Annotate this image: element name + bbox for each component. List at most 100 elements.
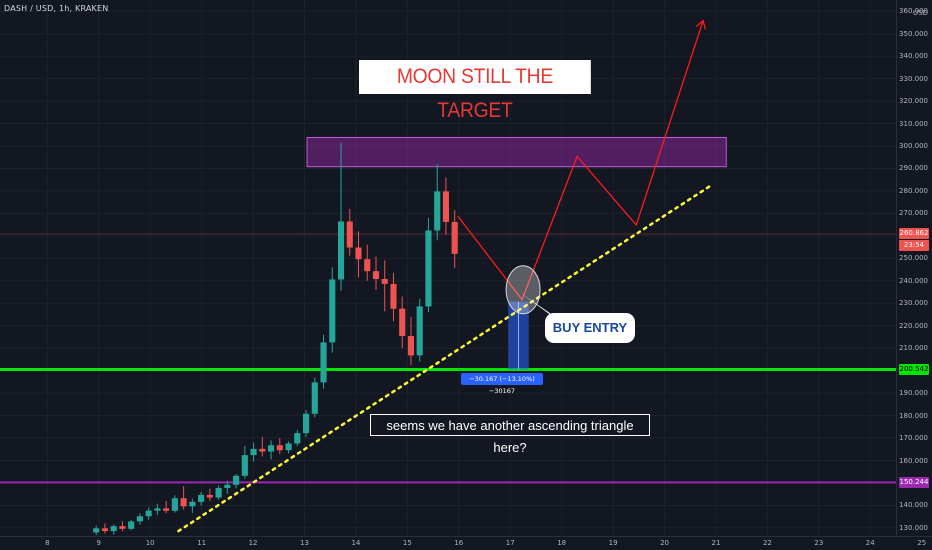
price-tick-label: 250.000: [899, 254, 928, 263]
price-tick-label: 190.000: [899, 389, 928, 398]
price-tick-label: 130.000: [899, 523, 928, 532]
candle-up: [311, 382, 318, 414]
candle-down: [381, 279, 388, 284]
candle-up: [233, 475, 240, 485]
candle-down: [180, 498, 187, 507]
time-tick-label: 22: [762, 539, 772, 547]
candle-up: [215, 487, 222, 498]
price-tick-label: 340.000: [899, 52, 928, 61]
entry-ellipse: [505, 265, 541, 315]
current-price-label: 260.862: [899, 228, 929, 240]
projection-polyline: [457, 20, 704, 301]
support-level-label: 200.542: [899, 363, 929, 375]
candle-up: [416, 306, 423, 356]
candle-up: [145, 510, 152, 517]
candle-up: [154, 508, 161, 511]
symbol-title[interactable]: DASH / USD, 1h, KRAKEN: [4, 4, 109, 13]
candle-down: [206, 494, 213, 498]
candle-down: [346, 221, 353, 248]
time-tick-label: 18: [557, 539, 567, 547]
price-tick-label: 230.000: [899, 299, 928, 308]
price-axis-unit: USD: [913, 9, 928, 17]
candle-down: [259, 448, 266, 452]
price-tick-label: 140.000: [899, 501, 928, 510]
buy-entry-pointer: [520, 292, 560, 320]
target-annotation[interactable]: MOON STILL THE TARGET: [359, 60, 591, 122]
price-tick-label: 320.000: [899, 97, 928, 106]
measure-label: −30.167 (−13.10%) −30167: [461, 373, 543, 395]
candle-up: [128, 521, 135, 529]
price-tick-label: 330.000: [899, 74, 928, 83]
candle-up: [329, 279, 336, 343]
time-tick-label: 19: [608, 539, 618, 547]
candle-up: [189, 501, 196, 507]
time-tick-label: 9: [96, 539, 101, 547]
candle-up: [136, 516, 143, 522]
ascending-trendline: [177, 184, 713, 533]
price-tick-label: 280.000: [899, 186, 928, 195]
candle-up: [294, 433, 301, 444]
projection-arrowhead: [695, 19, 706, 30]
time-tick-label: 14: [351, 539, 361, 547]
bar-countdown-label: 23:54: [899, 240, 929, 252]
time-tick-label: 11: [197, 539, 207, 547]
candle-down: [364, 259, 371, 272]
time-tick-label: 12: [248, 539, 258, 547]
time-axis[interactable]: 8 9 10 11 12 13 14 15 16 17 18 19 20 21 22 23 24 25: [0, 536, 932, 550]
price-tick-label: 160.000: [899, 456, 928, 465]
time-tick-label: 10: [145, 539, 155, 547]
lower-level-label: 150.244: [899, 476, 929, 488]
time-tick-label: 16: [454, 539, 464, 547]
candle-up: [285, 443, 292, 451]
chart-grid: [0, 0, 896, 536]
candle-up: [268, 445, 275, 452]
candle-up: [110, 526, 117, 532]
price-tick-label: 350.000: [899, 29, 928, 38]
buy-entry-marker: [505, 265, 560, 320]
candle-down: [276, 445, 283, 451]
candle-down: [355, 247, 362, 260]
candle-down: [399, 308, 406, 337]
time-tick-label: 24: [865, 539, 875, 547]
price-tick-label: 290.000: [899, 164, 928, 173]
price-tick-label: 170.000: [899, 434, 928, 443]
price-tick-label: 300.000: [899, 142, 928, 151]
candle-down: [119, 526, 126, 529]
time-tick-label: 23: [814, 539, 824, 547]
time-tick-label: 20: [660, 539, 669, 547]
candle-up: [250, 448, 257, 456]
projection-path: [457, 19, 706, 301]
price-tick-label: 240.000: [899, 276, 928, 285]
horizontal-levels: [0, 233, 896, 484]
time-tick-label: 21: [711, 539, 721, 547]
candle-down: [390, 283, 397, 309]
time-tick-label: 13: [300, 539, 309, 547]
candle-up: [241, 455, 248, 476]
time-tick-label: 17: [505, 539, 515, 547]
candle-up: [224, 484, 231, 488]
price-tick-label: 180.000: [899, 411, 928, 420]
candle-up: [302, 413, 310, 434]
candlestick-series: [93, 142, 458, 536]
candle-up: [425, 230, 432, 307]
candle-up: [171, 498, 178, 511]
candle-up: [337, 221, 345, 280]
buy-entry-callout[interactable]: BUY ENTRY: [545, 313, 635, 343]
time-tick-label: 8: [45, 539, 50, 547]
price-tick-label: 270.000: [899, 209, 928, 218]
candle-down: [407, 336, 415, 356]
time-tick-label: 15: [402, 539, 412, 547]
ascending-triangle-note[interactable]: seems we have another ascending triangle…: [370, 414, 650, 455]
candle-down: [163, 508, 170, 511]
candle-down: [372, 271, 380, 280]
candle-up: [434, 191, 441, 231]
time-tick-label: 25: [917, 539, 927, 547]
price-tick-label: 220.000: [899, 321, 928, 330]
trendline-dotted: [177, 184, 713, 533]
price-axis[interactable]: USD 360.000 350.000 340.000 330.000 320.000 3…: [896, 0, 932, 536]
candle-down: [442, 191, 450, 222]
candle-up: [320, 342, 327, 383]
candle-up: [93, 528, 100, 533]
candle-down: [101, 528, 108, 532]
